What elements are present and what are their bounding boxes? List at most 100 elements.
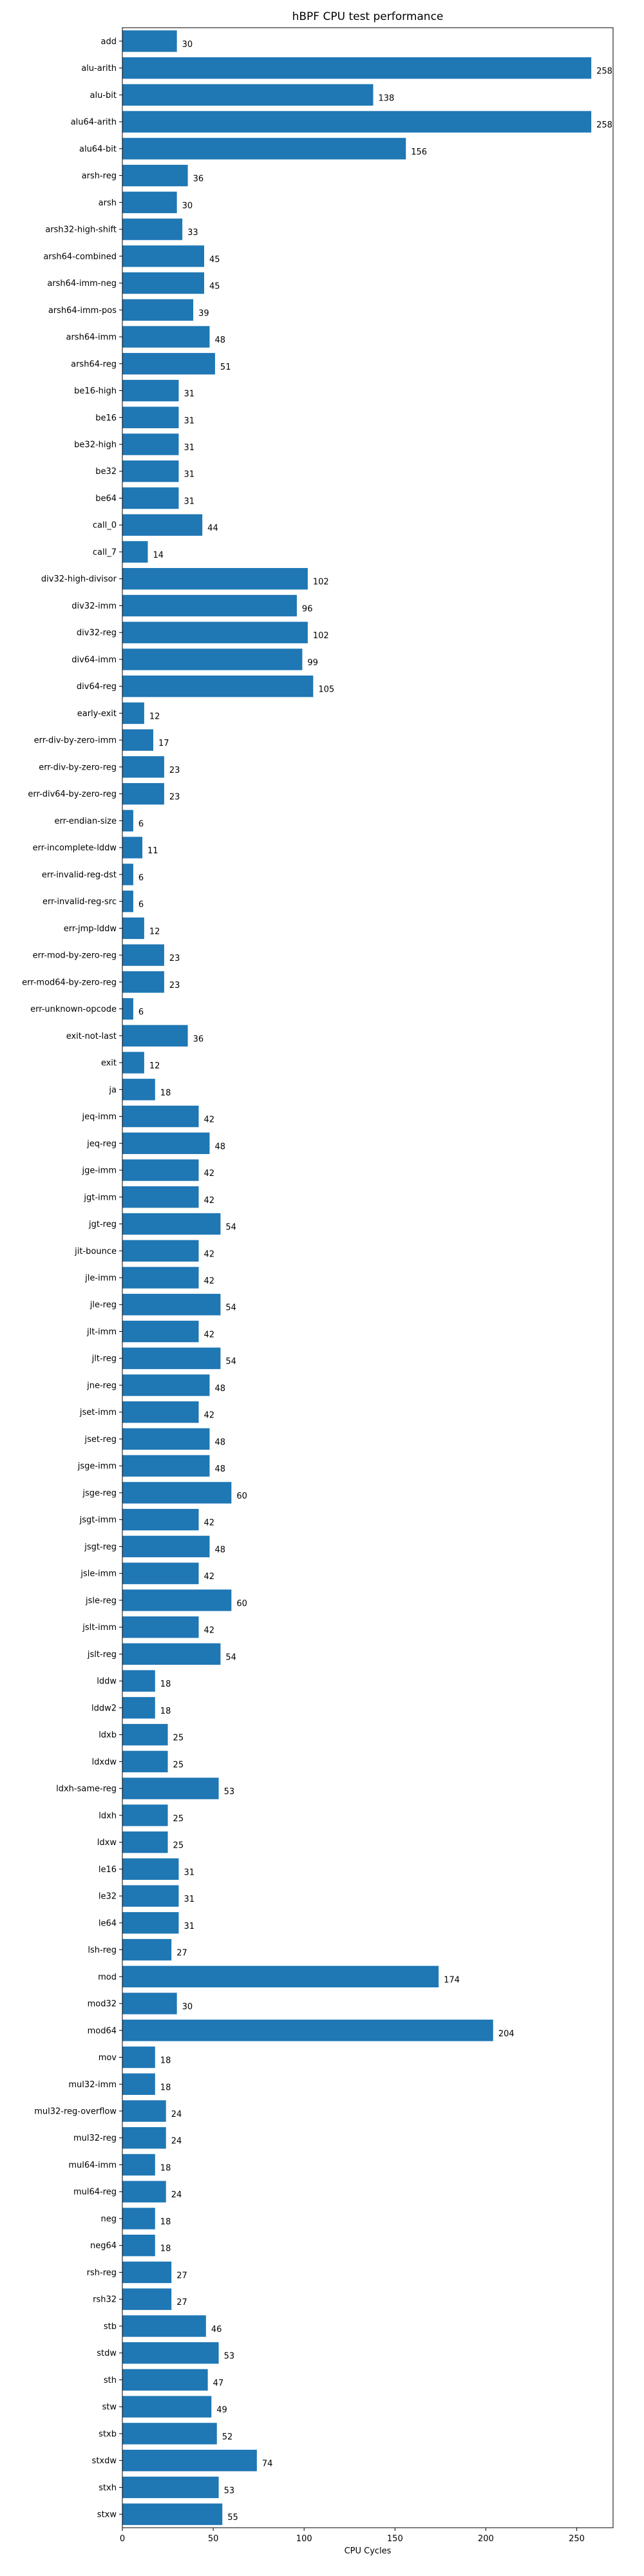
bar-value-label: 24 [171,2190,182,2200]
bar-stxw [122,2503,223,2525]
bar-div32-imm [122,594,297,617]
bar-mod64 [122,2020,493,2041]
y-tick-label: be64 [95,494,117,504]
y-tick-label: jsgt-reg [84,1542,117,1552]
bar-value-label: 18 [160,1088,171,1098]
bar-alu64-bit [122,138,406,160]
y-tick-label: neg64 [90,2241,117,2251]
bar-arsh-reg [122,164,188,187]
bar-err-mod64-by-zero-reg [122,971,164,993]
bar-stdw [122,2342,219,2364]
y-tick-label: be16-high [74,386,117,396]
bar-be16 [122,406,179,428]
y-tick-label: jgt-imm [83,1193,117,1202]
bar-be16-high [122,379,179,402]
y-tick-label: arsh [99,198,117,208]
bar-mov [122,2046,155,2069]
y-tick-label: mod64 [88,2026,117,2036]
y-tick-label: early-exit [77,709,117,719]
bar-value-label: 31 [184,1895,194,1904]
bar-jeq-imm [122,1105,199,1128]
bar-div32-reg [122,621,308,643]
bar-value-label: 52 [222,2432,233,2442]
bar-ldxb [122,1723,168,1746]
y-tick-label: err-div-by-zero-reg [39,762,117,772]
y-tick-label: arsh64-combined [43,252,117,261]
bar-value-label: 14 [153,551,164,560]
bar-jsgt-imm [122,1508,199,1531]
y-tick-label: lsh-reg [88,1946,117,1955]
y-tick-label: alu-bit [90,91,117,100]
y-tick-label: le16 [99,1865,117,1875]
bar-jsle-imm [122,1562,199,1584]
bar-mul32-reg [122,2127,166,2149]
bar-value-label: 24 [171,2110,182,2119]
bar-err-incomplete-lddw [122,837,143,858]
bar-jlt-reg [122,1347,221,1369]
bar-value-label: 204 [498,2029,515,2039]
bar-jslt-imm [122,1616,199,1638]
bar-mod32 [122,1993,177,2014]
bar-value-label: 23 [169,954,180,963]
bar-value-label: 102 [313,631,329,641]
bar-jset-reg [122,1428,210,1450]
bar-jit-bounce [122,1240,199,1262]
plot-frame [122,27,614,2528]
y-tick-label: jsle-reg [85,1596,117,1605]
x-axis-ticks: 0 50 100 150 200 250 [120,2528,585,2544]
y-tick-label: err-div-by-zero-imm [34,736,117,746]
y-tick-label: jle-imm [84,1274,117,1283]
bar-value-label: 42 [204,1411,215,1421]
y-tick-label: err-jmp-lddw [64,924,117,934]
bar-err-div64-by-zero-reg [122,782,164,805]
bar-value-label: 48 [214,1545,225,1555]
y-tick-label: call_0 [93,521,117,531]
y-tick-label: div32-reg [77,629,117,638]
bar-value-label: 31 [184,497,194,506]
y-tick-label: err-mod64-by-zero-reg [22,978,117,987]
y-tick-label: mul32-imm [68,2080,117,2090]
bar-value-label: 36 [193,1034,204,1044]
bar-value-label: 45 [209,255,220,265]
bar-exit [122,1052,144,1074]
bar-value-label: 31 [184,443,194,453]
bar-ja [122,1079,155,1101]
y-tick-label: alu-arith [81,64,117,73]
bar-be32-high [122,433,179,455]
bar-value-label: 51 [220,363,231,372]
y-tick-label: jit-bounce [74,1247,117,1256]
bar-mod [122,1965,439,1987]
bar-value-label: 12 [149,1061,160,1071]
bar-ldxh [122,1804,168,1826]
bar-value-label: 53 [224,2352,235,2362]
y-tick-label: jne-reg [86,1381,117,1390]
bar-div32-high-divisor [122,568,308,590]
bar-arsh [122,191,177,214]
y-tick-label: mul32-reg [73,2134,117,2143]
y-tick-label: stdw [97,2349,117,2358]
y-tick-label: arsh64-imm [66,333,117,343]
bar-value-label: 53 [224,1787,235,1797]
bar-value-label: 42 [204,1626,215,1636]
bar-value-label: 49 [216,2405,227,2415]
y-tick-label: call_7 [93,547,117,557]
bar-le16 [122,1858,179,1880]
bar-value-label: 54 [225,1303,236,1313]
bar-value-label: 39 [198,308,209,318]
x-tick-label: 250 [569,2534,585,2544]
bar-alu-bit [122,84,374,106]
bar-jle-reg [122,1294,221,1316]
bar-value-label: 42 [204,1169,215,1179]
bar-err-div-by-zero-imm [122,729,153,751]
bar-jsge-imm [122,1455,210,1477]
y-tick-label: neg [101,2214,117,2224]
bar-call_0 [122,514,203,536]
y-tick-label: ldxdw [92,1757,117,1767]
bar-value-label: 55 [227,2513,238,2523]
bar-value-label: 105 [318,685,334,695]
bar-div64-reg [122,675,314,697]
bar-value-label: 25 [173,1760,184,1770]
y-tick-label: rsh-reg [87,2268,117,2278]
y-tick-label: mul32-reg-overflow [34,2107,117,2117]
bar-value-label: 6 [138,873,144,883]
